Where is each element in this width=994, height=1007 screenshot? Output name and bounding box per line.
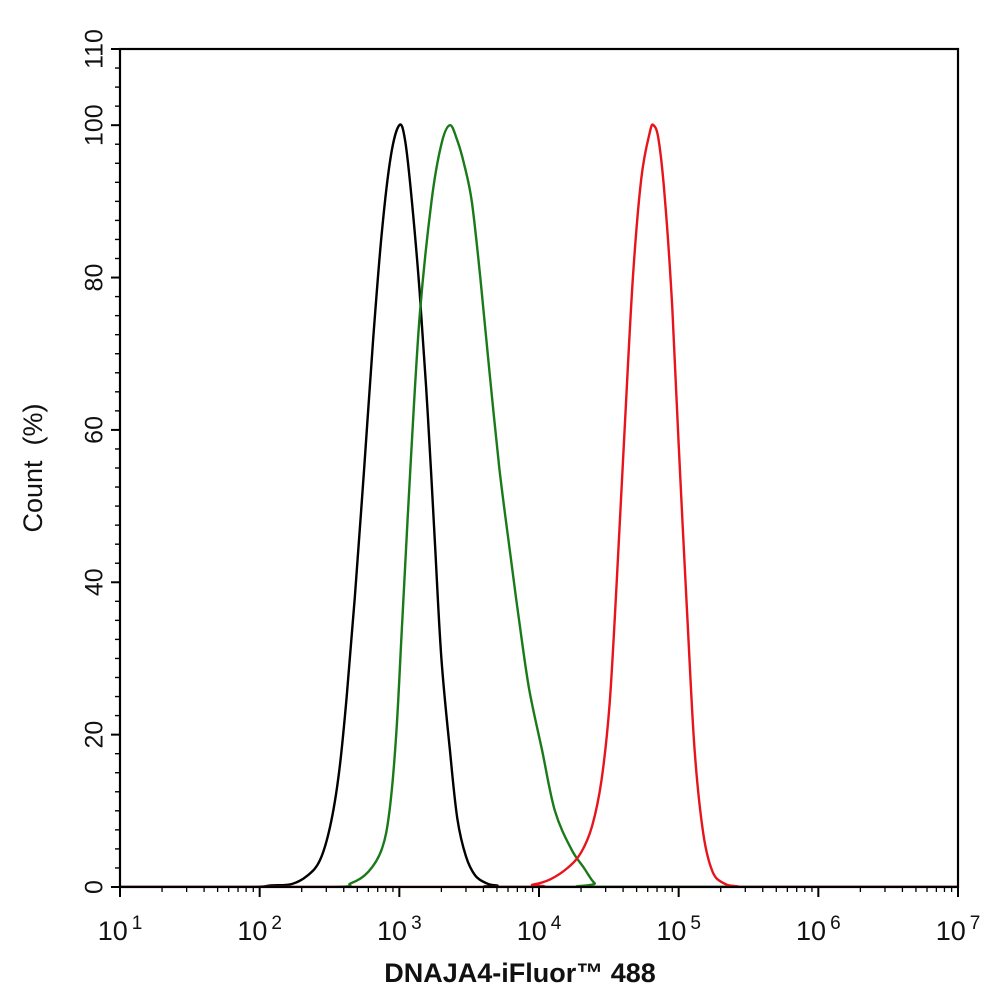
y-tick-label: 0 <box>81 880 109 894</box>
y-axis-title: Count (%) <box>18 403 48 532</box>
series-line-2 <box>119 123 959 888</box>
x-tick-label: 10 6 <box>796 913 841 946</box>
y-tick-label: 60 <box>81 416 109 444</box>
x-tick-label-base: 10 <box>517 916 547 946</box>
series-line-0 <box>119 123 959 888</box>
x-tick-label: 10 2 <box>237 913 282 946</box>
x-tick-label-exponent: 5 <box>690 913 701 934</box>
x-tick-label-base: 10 <box>98 916 128 946</box>
x-tick-label-base: 10 <box>936 916 966 946</box>
plot-frame <box>118 47 960 889</box>
series-line-1 <box>119 124 959 888</box>
y-tick-label: 110 <box>81 29 109 69</box>
x-tick-label-exponent: 2 <box>271 913 282 934</box>
x-tick-label-base: 10 <box>796 916 826 946</box>
x-tick-label-base: 10 <box>377 916 407 946</box>
x-tick-label-exponent: 4 <box>551 913 562 934</box>
x-tick-label: 10 1 <box>98 913 143 946</box>
x-tick-label: 10 7 <box>936 913 981 946</box>
x-tick-label-exponent: 6 <box>830 913 841 934</box>
x-tick-label-base: 10 <box>237 916 267 946</box>
x-tick-label: 10 5 <box>656 913 701 946</box>
y-tick-label: 80 <box>81 264 109 292</box>
y-tick-label: 20 <box>81 721 109 749</box>
x-tick-label-base: 10 <box>656 916 686 946</box>
x-tick-label-exponent: 1 <box>132 913 143 934</box>
x-tick-label-exponent: 3 <box>411 913 422 934</box>
x-axis-title: DNAJA4-iFluor™ 488 <box>384 958 656 988</box>
x-tick-label: 10 3 <box>377 913 422 946</box>
x-tick-label-exponent: 7 <box>970 913 981 934</box>
x-tick-label: 10 4 <box>517 913 562 946</box>
y-tick-label: 100 <box>81 104 109 146</box>
y-tick-label: 40 <box>81 568 109 596</box>
